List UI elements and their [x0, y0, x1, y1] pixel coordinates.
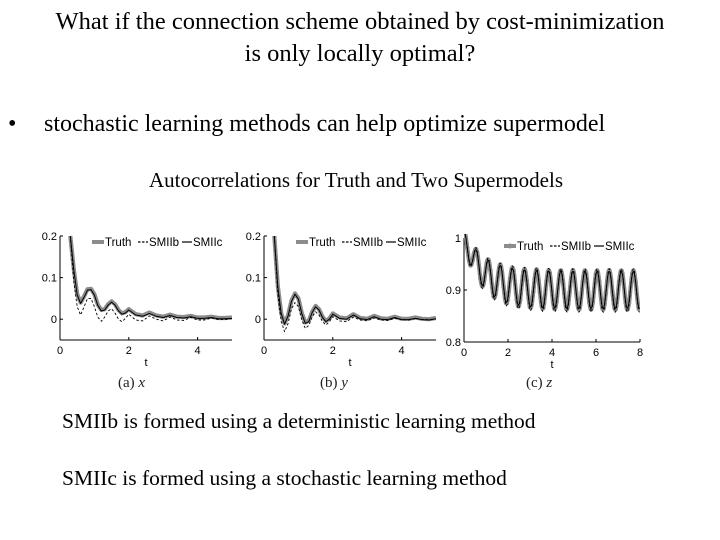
- legend-label-truth: Truth: [105, 237, 131, 249]
- x-axis-label: t: [550, 359, 553, 371]
- y-tick-label: 0.1: [42, 273, 57, 285]
- caption-c: (c) z: [526, 374, 552, 392]
- series-line-smiib: [69, 235, 232, 323]
- slide-title: What if the connection scheme obtained b…: [0, 6, 720, 70]
- note-smiib: SMIIb is formed using a deterministic le…: [62, 409, 536, 433]
- y-tick-label: 0.9: [446, 285, 461, 297]
- legend-label-smiic: SMIIc: [397, 237, 427, 249]
- bullet-symbol: •: [8, 111, 17, 137]
- legend-label-smiib: SMIIb: [561, 241, 591, 253]
- legend-label-smiib: SMIIb: [353, 237, 383, 249]
- y-tick-label: 0.1: [246, 273, 261, 285]
- legend-label-truth: Truth: [517, 241, 543, 253]
- x-tick-label: 4: [399, 345, 405, 357]
- series-line-smiic: [69, 235, 232, 320]
- y-tick-label: 0: [255, 314, 261, 326]
- y-tick-label: 1: [455, 233, 461, 245]
- series-line-truth: [68, 235, 232, 321]
- caption-b-var: y: [341, 375, 348, 391]
- series-line-smiic: [273, 235, 436, 325]
- autocorrelation-chart-y: 0 0.1 0.2 0 2 4 t Truth SMIIb SMIIc: [246, 231, 436, 369]
- bullet-item: • stochastic learning methods can help op…: [8, 109, 605, 139]
- x-tick-label: 2: [330, 345, 336, 357]
- note-smiic: SMIIc is formed using a stochastic learn…: [62, 466, 507, 490]
- slide-title-line-1: What if the connection scheme obtained b…: [55, 8, 665, 35]
- legend-label-truth: Truth: [309, 237, 335, 249]
- caption-a-label: (a): [118, 375, 135, 391]
- y-tick-label: 0.2: [246, 231, 261, 243]
- x-tick-label: 4: [195, 345, 201, 357]
- series-marker-truth: [498, 262, 503, 267]
- series-marker-truth: [570, 267, 576, 273]
- legend-label-smiib: SMIIb: [149, 237, 179, 249]
- caption-a: (a) x: [118, 374, 145, 392]
- bullet-text: stochastic learning methods can help opt…: [44, 111, 606, 137]
- series-line-smiic: [464, 234, 640, 310]
- x-axis-label: t: [348, 357, 351, 369]
- y-tick-label: 0.2: [42, 231, 57, 243]
- series-marker-truth: [606, 267, 612, 273]
- slide-title-line-2: is only locally optimal?: [244, 40, 476, 67]
- x-tick-label: 6: [593, 347, 599, 359]
- figure-title: Autocorrelations for Truth and Two Super…: [148, 168, 564, 192]
- x-tick-label: 4: [549, 347, 555, 359]
- caption-b: (b) y: [320, 374, 348, 392]
- x-tick-label: 0: [461, 347, 467, 359]
- series-marker-truth: [462, 227, 467, 232]
- x-tick-label: 2: [126, 345, 132, 357]
- x-tick-label: 8: [637, 347, 643, 359]
- y-tick-label: 0.8: [446, 337, 461, 349]
- x-tick-label: 0: [261, 345, 267, 357]
- autocorrelation-chart-x: 0 0.1 0.2 0 2 4 t Truth SMIIb SMIIc: [42, 231, 232, 369]
- legend-label-smiic: SMIIc: [193, 237, 223, 249]
- caption-b-label: (b): [320, 375, 338, 391]
- x-tick-label: 0: [57, 345, 63, 357]
- series-line-truth: [272, 235, 436, 326]
- x-axis-label: t: [144, 357, 147, 369]
- x-tick-label: 2: [505, 347, 511, 359]
- y-tick-label: 0: [51, 314, 57, 326]
- legend-label-smiic: SMIIc: [605, 241, 635, 253]
- caption-c-label: (c): [526, 375, 543, 391]
- legend-marker-truth: [507, 243, 513, 249]
- autocorrelation-chart-z: 0.8 0.9 1 0 2 4 6 8 t Truth SMIIb SMIIc: [446, 227, 643, 371]
- caption-c-var: z: [546, 375, 553, 391]
- caption-a-var: x: [138, 375, 146, 391]
